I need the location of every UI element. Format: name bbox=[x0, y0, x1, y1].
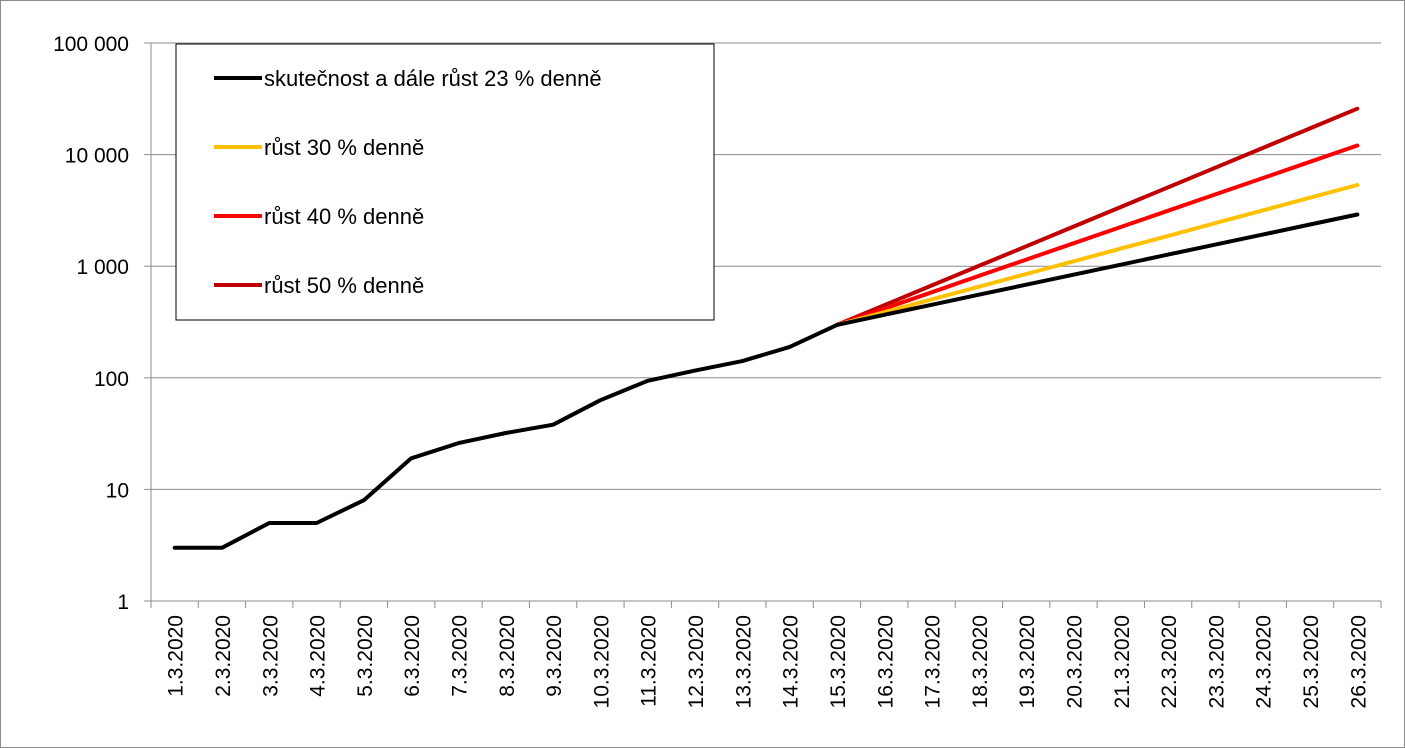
y-tick-label: 100 bbox=[94, 368, 129, 391]
x-tick-label: 7.3.2020 bbox=[449, 615, 472, 697]
x-tick-label: 20.3.2020 bbox=[1064, 615, 1087, 708]
legend-label: růst 30 % denně bbox=[264, 135, 424, 160]
series-lines bbox=[172, 106, 1360, 550]
x-tick-label: 19.3.2020 bbox=[1016, 615, 1039, 708]
x-tick-label: 14.3.2020 bbox=[780, 615, 803, 708]
x-tick-label: 12.3.2020 bbox=[685, 615, 708, 708]
y-tick-labels: 1 10 100 1 000 10 000 100 000 bbox=[53, 33, 129, 614]
x-tick-label: 4.3.2020 bbox=[307, 615, 330, 697]
x-tick-labels: 1.3.2020 2.3.2020 3.3.2020 4.3.2020 5.3.2020… bbox=[165, 615, 1371, 708]
y-tick-label: 100 000 bbox=[53, 33, 129, 56]
legend: skutečnost a dále růst 23 % denně růst 30… bbox=[175, 43, 715, 321]
y-tick-label: 1 bbox=[117, 591, 129, 614]
legend-box bbox=[175, 43, 715, 321]
x-tick-label: 10.3.2020 bbox=[590, 615, 613, 708]
x-tick-label: 8.3.2020 bbox=[496, 615, 519, 697]
legend-label: růst 50 % denně bbox=[264, 273, 424, 298]
series-line-2 bbox=[835, 143, 1360, 327]
x-tick-label: 11.3.2020 bbox=[638, 615, 661, 707]
legend-label: růst 40 % denně bbox=[264, 204, 424, 229]
x-tick-label: 24.3.2020 bbox=[1253, 615, 1276, 708]
series-line-0 bbox=[172, 212, 1360, 550]
x-tick-label: 13.3.2020 bbox=[732, 615, 755, 708]
series-line-3 bbox=[835, 106, 1360, 327]
x-tick-label: 21.3.2020 bbox=[1111, 615, 1134, 708]
axes bbox=[144, 42, 1382, 608]
x-tick-label: 2.3.2020 bbox=[212, 615, 235, 697]
y-tick-label: 1 000 bbox=[76, 256, 129, 279]
x-tick-label: 18.3.2020 bbox=[969, 615, 992, 708]
x-tick-label: 15.3.2020 bbox=[827, 615, 850, 708]
x-tick-label: 9.3.2020 bbox=[543, 615, 566, 697]
x-tick-label: 5.3.2020 bbox=[354, 615, 377, 697]
y-tick-label: 10 000 bbox=[65, 145, 129, 168]
x-tick-label: 26.3.2020 bbox=[1347, 615, 1370, 708]
x-tick-label: 16.3.2020 bbox=[874, 615, 897, 708]
legend-label: skutečnost a dále růst 23 % denně bbox=[264, 66, 602, 91]
x-tick-label: 3.3.2020 bbox=[259, 615, 282, 697]
x-tick-label: 22.3.2020 bbox=[1158, 615, 1181, 708]
x-tick-label: 23.3.2020 bbox=[1205, 615, 1228, 708]
x-tick-label: 1.3.2020 bbox=[165, 615, 188, 697]
series-line-1 bbox=[835, 183, 1360, 327]
y-tick-label: 10 bbox=[106, 479, 129, 502]
x-tick-label: 6.3.2020 bbox=[401, 615, 424, 697]
x-tick-label: 17.3.2020 bbox=[922, 615, 945, 708]
x-tick-label: 25.3.2020 bbox=[1300, 615, 1323, 708]
